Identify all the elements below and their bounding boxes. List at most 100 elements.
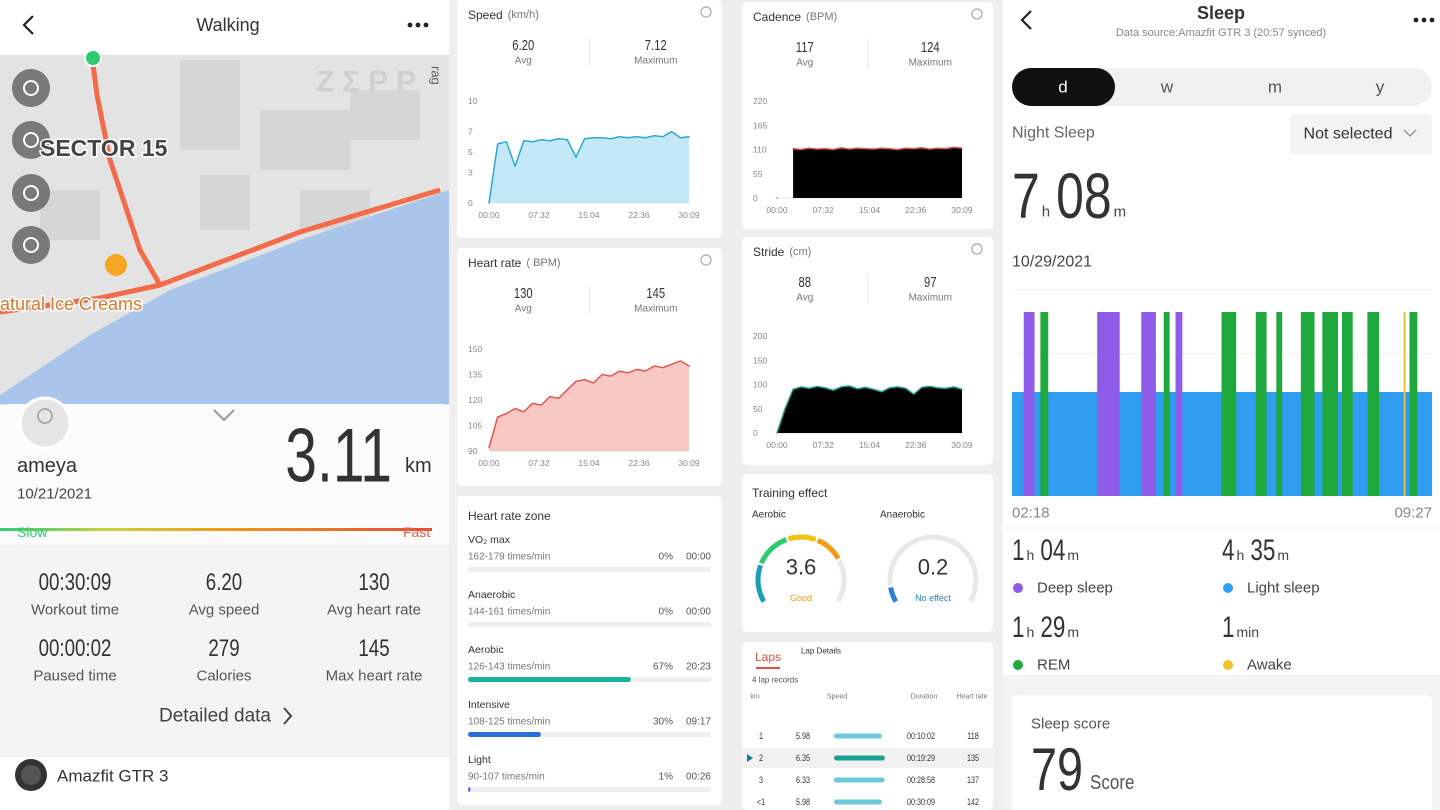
metric-label: Maximum — [634, 56, 677, 67]
gauge-arc — [816, 538, 841, 560]
selector-text[interactable]: Not selected — [1304, 126, 1393, 143]
detail-link[interactable]: Detailed data — [159, 706, 271, 727]
gauge-arc — [759, 537, 788, 565]
back-button[interactable] — [22, 15, 34, 35]
y-tick-label: 55 — [753, 169, 763, 179]
metric-label: Maximum — [634, 304, 677, 315]
zone-time: 09:17 — [686, 717, 711, 728]
zone-percent: 0% — [659, 552, 674, 563]
title: Heart rate — [468, 256, 522, 270]
effect-status: No effect — [915, 593, 951, 603]
effect-value: 3.6 — [786, 555, 817, 580]
zoom-button[interactable] — [700, 254, 712, 266]
sleep-segment — [1023, 312, 1035, 496]
unit: km — [405, 455, 432, 477]
map-icon — [23, 185, 39, 201]
x-tick-label: 22:36 — [628, 458, 650, 468]
legend-dot — [1223, 660, 1233, 670]
sleep-segment — [1141, 312, 1156, 496]
score-card — [1012, 695, 1432, 810]
tab[interactable]: Laps — [755, 650, 781, 664]
tab-active — [1012, 68, 1115, 106]
cell: 00:19:29 — [907, 753, 935, 763]
cell: 2 — [759, 753, 763, 763]
tab[interactable]: y — [1376, 78, 1385, 97]
y-tick-label: 100 — [753, 380, 767, 390]
column-header: Duration — [911, 694, 938, 701]
map-button[interactable] — [12, 174, 50, 212]
scale-label: Slow — [17, 524, 48, 540]
metric-label: Avg — [515, 56, 532, 67]
sleep-segment — [1040, 312, 1049, 496]
tab[interactable]: Lap Details — [801, 647, 841, 656]
effect-name: Anaerobic — [880, 510, 925, 521]
time-label: 02:18 — [1012, 505, 1050, 522]
stat-value: 00:30:09 — [39, 569, 112, 596]
more-button[interactable] — [407, 22, 429, 28]
x-tick-label: 15:04 — [578, 210, 600, 220]
card-title: Heart rate zone — [468, 509, 551, 523]
zone-name: Intensive — [468, 699, 510, 711]
cell: 6.35 — [796, 753, 810, 763]
sleep-segment — [1221, 312, 1237, 496]
tab[interactable]: d — [1058, 78, 1067, 97]
stat-value: 6.20 — [206, 569, 242, 596]
stat-value: 00:00:02 — [39, 635, 112, 662]
stat-label: Paused time — [33, 668, 116, 685]
collapse-button[interactable] — [213, 409, 235, 422]
amount-unit: m — [1067, 624, 1079, 640]
y-tick-label: 5 — [468, 147, 473, 157]
zoom-button[interactable] — [971, 243, 983, 255]
building — [260, 110, 350, 170]
y-tick-label: 90 — [468, 446, 478, 456]
metric-value: 6.20 — [512, 37, 534, 54]
x-tick-label: 22:36 — [905, 440, 927, 450]
score-value: 79 — [1031, 737, 1083, 804]
x-tick-label: 07:32 — [528, 458, 550, 468]
zoom-button[interactable] — [971, 8, 983, 20]
map-button[interactable] — [12, 226, 50, 264]
line — [488, 130, 690, 204]
gauge-arc — [787, 534, 817, 542]
cell: 118 — [967, 731, 979, 741]
metric-label: Avg — [796, 58, 813, 69]
map-label: SECTOR 15 — [40, 135, 168, 161]
cell: 00:28:58 — [907, 775, 935, 785]
tab[interactable]: w — [1160, 78, 1174, 97]
cell: <1 — [757, 797, 766, 807]
distance: 3.11 — [285, 414, 392, 499]
amount-value: 29 — [1040, 610, 1065, 644]
map-button[interactable] — [12, 69, 50, 107]
title: Speed — [468, 8, 503, 22]
zone-time: 00:26 — [686, 772, 711, 783]
map-icon — [23, 237, 39, 253]
row-arrow — [747, 754, 753, 762]
map-button[interactable] — [12, 121, 50, 159]
metric-value: 145 — [646, 285, 665, 302]
sleep-segment — [1276, 312, 1283, 496]
back-button[interactable] — [1020, 10, 1032, 30]
date: 10/21/2021 — [17, 486, 92, 503]
dot — [1429, 17, 1435, 23]
zone-percent: 67% — [653, 662, 673, 673]
y-tick-label: 135 — [468, 370, 482, 380]
cell: 6.33 — [796, 775, 810, 785]
more-button[interactable] — [1413, 17, 1435, 23]
map-icon — [23, 132, 39, 148]
unit: (cm) — [789, 246, 811, 258]
stat-label: Avg heart rate — [327, 602, 421, 619]
route — [0, 56, 441, 315]
zoom-button[interactable] — [700, 6, 712, 18]
y-tick-label: 150 — [753, 355, 767, 365]
device-row — [0, 757, 449, 810]
cell: 00:10:02 — [907, 731, 935, 741]
tab-bar — [1012, 68, 1432, 106]
line — [488, 360, 690, 449]
column-header: Heart rate — [956, 694, 987, 701]
dot — [415, 22, 421, 28]
legend-dot — [1013, 583, 1023, 593]
zone-name: Anaerobic — [468, 589, 515, 601]
y-tick-label: 7 — [468, 127, 473, 137]
tab[interactable]: m — [1268, 78, 1282, 97]
